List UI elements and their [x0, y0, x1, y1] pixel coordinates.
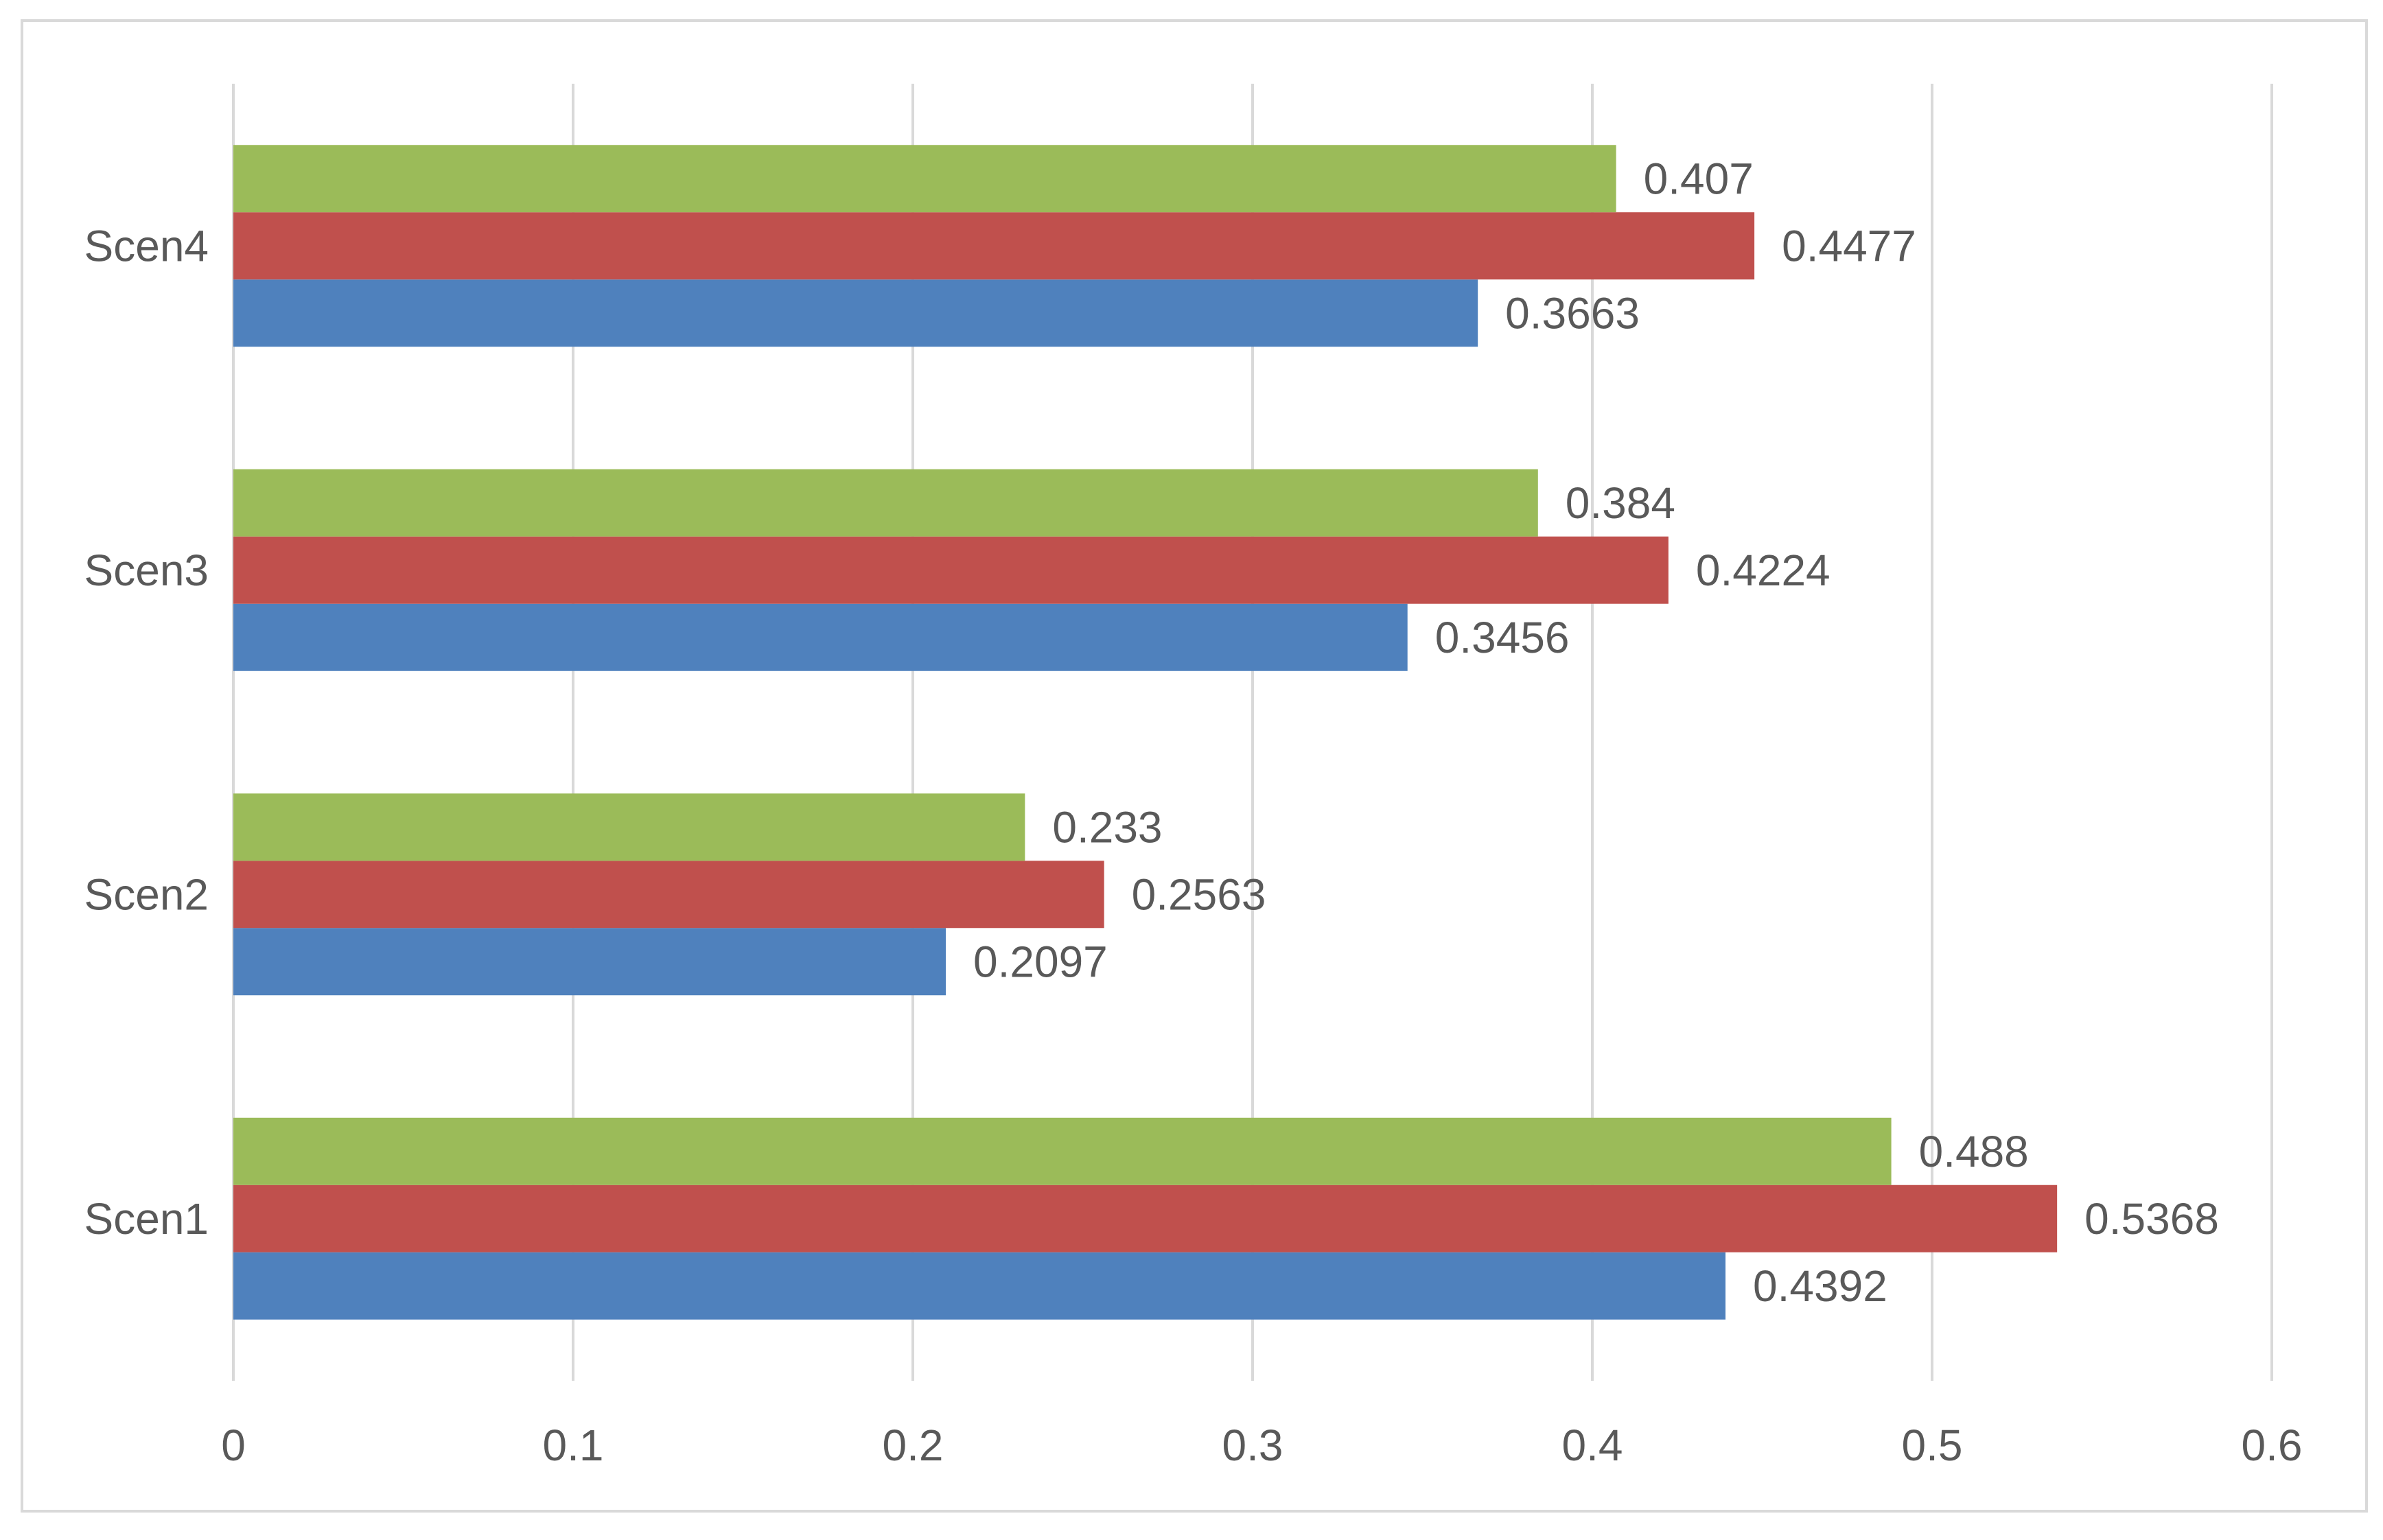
bar-scen3-series-3	[233, 469, 1538, 537]
bar-scen3-series-1	[233, 603, 1408, 671]
data-label: 0.2563	[1132, 870, 1266, 919]
x-tick-label: 0.2	[883, 1421, 944, 1470]
bar-scen2-series-2	[233, 861, 1104, 929]
bar-scen4-series-2	[233, 212, 1755, 280]
data-label: 0.4477	[1782, 221, 1916, 270]
data-label: 0.384	[1566, 478, 1675, 528]
x-tick-label: 0.1	[543, 1421, 604, 1470]
data-label: 0.488	[1919, 1127, 2029, 1176]
bar-scen1-series-3	[233, 1117, 1892, 1185]
data-labels: 0.4392 0.5368 0.488 0.2097 0.2563 0.233 0.3456…	[973, 154, 2219, 1311]
bar-scen2-series-3	[233, 793, 1025, 861]
bar-scen4-series-1	[233, 279, 1478, 347]
bar-scen3-series-2	[233, 536, 1669, 604]
data-label: 0.3456	[1435, 613, 1570, 662]
category-label-scen4: Scen4	[84, 221, 209, 270]
data-label: 0.5368	[2084, 1194, 2219, 1244]
x-tick-label: 0.4	[1562, 1421, 1623, 1470]
data-label: 0.2097	[973, 937, 1108, 986]
x-tick-label: 0	[221, 1421, 246, 1470]
chart-frame: 0.4392 0.5368 0.488 0.2097 0.2563 0.233 0.3456…	[21, 19, 2368, 1513]
data-label: 0.407	[1644, 154, 1754, 203]
x-tick-label: 0.5	[1902, 1421, 1963, 1470]
bar-scen2-series-1	[233, 928, 946, 996]
bar-scen4-series-3	[233, 145, 1616, 213]
category-label-scen2: Scen2	[84, 870, 209, 919]
data-label: 0.4224	[1696, 546, 1830, 595]
data-label: 0.4392	[1753, 1261, 1887, 1311]
category-label-scen1: Scen1	[84, 1194, 209, 1244]
bar-scen1-series-1	[233, 1252, 1726, 1320]
category-label-scen3: Scen3	[84, 546, 209, 595]
data-label: 0.233	[1052, 802, 1162, 852]
bar-scen1-series-2	[233, 1185, 2058, 1252]
x-tick-label: 0.6	[2242, 1421, 2303, 1470]
bars	[233, 145, 2058, 1320]
axis-labels: 0 0.1 0.2 0.3 0.4 0.5 0.6 Scen1 Scen2 Scen3 Scen4	[84, 221, 2303, 1470]
data-label: 0.3663	[1505, 288, 1640, 338]
bar-chart: 0.4392 0.5368 0.488 0.2097 0.2563 0.233 0.3456…	[84, 84, 2303, 1470]
x-tick-label: 0.3	[1222, 1421, 1283, 1470]
